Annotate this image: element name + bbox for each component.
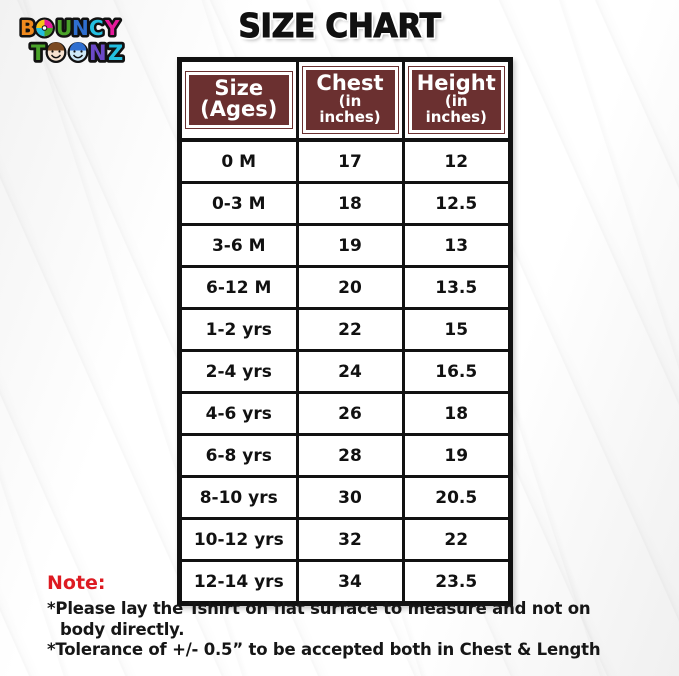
- note-heading: Note:: [47, 572, 106, 594]
- table-row: 4-6 yrs 26 18: [182, 391, 508, 435]
- svg-text:B: B: [20, 16, 35, 40]
- cell-height: 12: [403, 140, 508, 183]
- cell-chest: 17: [297, 140, 405, 183]
- column-header-chest-box: Chest (in inches): [301, 66, 399, 134]
- svg-text:C: C: [89, 16, 104, 40]
- column-header-size-line1: Size: [214, 75, 264, 100]
- table-row: 8-10 yrs 30 20.5: [182, 475, 508, 519]
- cell-size: 0-3 M: [182, 181, 299, 225]
- cell-size: 4-6 yrs: [182, 391, 299, 435]
- cell-chest: 20: [297, 265, 405, 309]
- cell-chest: 24: [297, 349, 405, 393]
- cell-height: 20.5: [403, 475, 508, 519]
- table-row: 2-4 yrs 24 16.5: [182, 349, 508, 393]
- cell-size: 0 M: [182, 140, 299, 183]
- table-header-row: Size (Ages) Chest (in inches) Height: [182, 62, 508, 142]
- column-header-height-line2: (in inches): [425, 92, 487, 126]
- cell-height: 19: [403, 433, 508, 477]
- table-row: 1-2 yrs 22 15: [182, 307, 508, 351]
- table-row: 6-8 yrs 28 19: [182, 433, 508, 477]
- cell-height: 13: [403, 223, 508, 267]
- page-title-text: SIZE CHART: [238, 6, 442, 46]
- note-line-1: *Please lay the Tshirt on flat surface t…: [47, 599, 657, 640]
- cell-chest: 30: [297, 475, 405, 519]
- table-row: 0 M 17 12: [182, 140, 508, 183]
- cell-chest: 32: [297, 517, 405, 561]
- svg-text:U: U: [56, 16, 72, 40]
- cell-height: 15: [403, 307, 508, 351]
- cell-height: 18: [403, 391, 508, 435]
- cell-size: 1-2 yrs: [182, 307, 299, 351]
- svg-text:N: N: [89, 41, 107, 65]
- column-header-height-box: Height (in inches): [407, 66, 505, 134]
- cell-height: 22: [403, 517, 508, 561]
- cell-size: 2-4 yrs: [182, 349, 299, 393]
- table-row: 10-12 yrs 32 22: [182, 517, 508, 561]
- cell-chest: 28: [297, 433, 405, 477]
- cell-height: 16.5: [403, 349, 508, 393]
- column-header-chest-line2: (in inches): [319, 92, 381, 126]
- cell-size: 10-12 yrs: [182, 517, 299, 561]
- table-row: 0-3 M 18 12.5: [182, 181, 508, 225]
- cell-height: 12.5: [403, 181, 508, 225]
- svg-text:Y: Y: [104, 16, 120, 40]
- bouncy-toonz-logo: B B U U N N C C Y Y: [18, 16, 143, 68]
- size-chart-table: Size (Ages) Chest (in inches) Height: [177, 57, 513, 606]
- svg-text:Z: Z: [108, 41, 123, 65]
- cell-chest: 22: [297, 307, 405, 351]
- cell-size: 3-6 M: [182, 223, 299, 267]
- cell-size: 6-12 M: [182, 265, 299, 309]
- cell-height: 13.5: [403, 265, 508, 309]
- column-header-chest-line1: Chest: [316, 71, 384, 95]
- cell-size: 8-10 yrs: [182, 475, 299, 519]
- note-line-1-part1: *Please lay the Tshirt on flat surface t…: [47, 599, 591, 618]
- cell-chest: 18: [297, 181, 405, 225]
- note-section: Note: *Please lay the Tshirt on flat sur…: [47, 572, 657, 661]
- note-line-1-part2: body directly.: [60, 619, 185, 639]
- table-row: 6-12 M 20 13.5: [182, 265, 508, 309]
- column-header-size-line2: (Ages): [200, 97, 278, 121]
- column-header-height: Height (in inches): [403, 62, 508, 142]
- column-header-chest: Chest (in inches): [297, 62, 405, 142]
- cell-chest: 26: [297, 391, 405, 435]
- column-header-size: Size (Ages): [182, 62, 299, 142]
- svg-text:T: T: [31, 41, 46, 65]
- svg-text:N: N: [72, 16, 89, 40]
- cell-chest: 19: [297, 223, 405, 267]
- column-header-size-box: Size (Ages): [185, 70, 293, 130]
- column-header-height-line1: Height: [416, 71, 496, 95]
- table-row: 3-6 M 19 13: [182, 223, 508, 267]
- note-line-2: *Tolerance of +/- 0.5” to be accepted bo…: [47, 640, 601, 660]
- cell-size: 6-8 yrs: [182, 433, 299, 477]
